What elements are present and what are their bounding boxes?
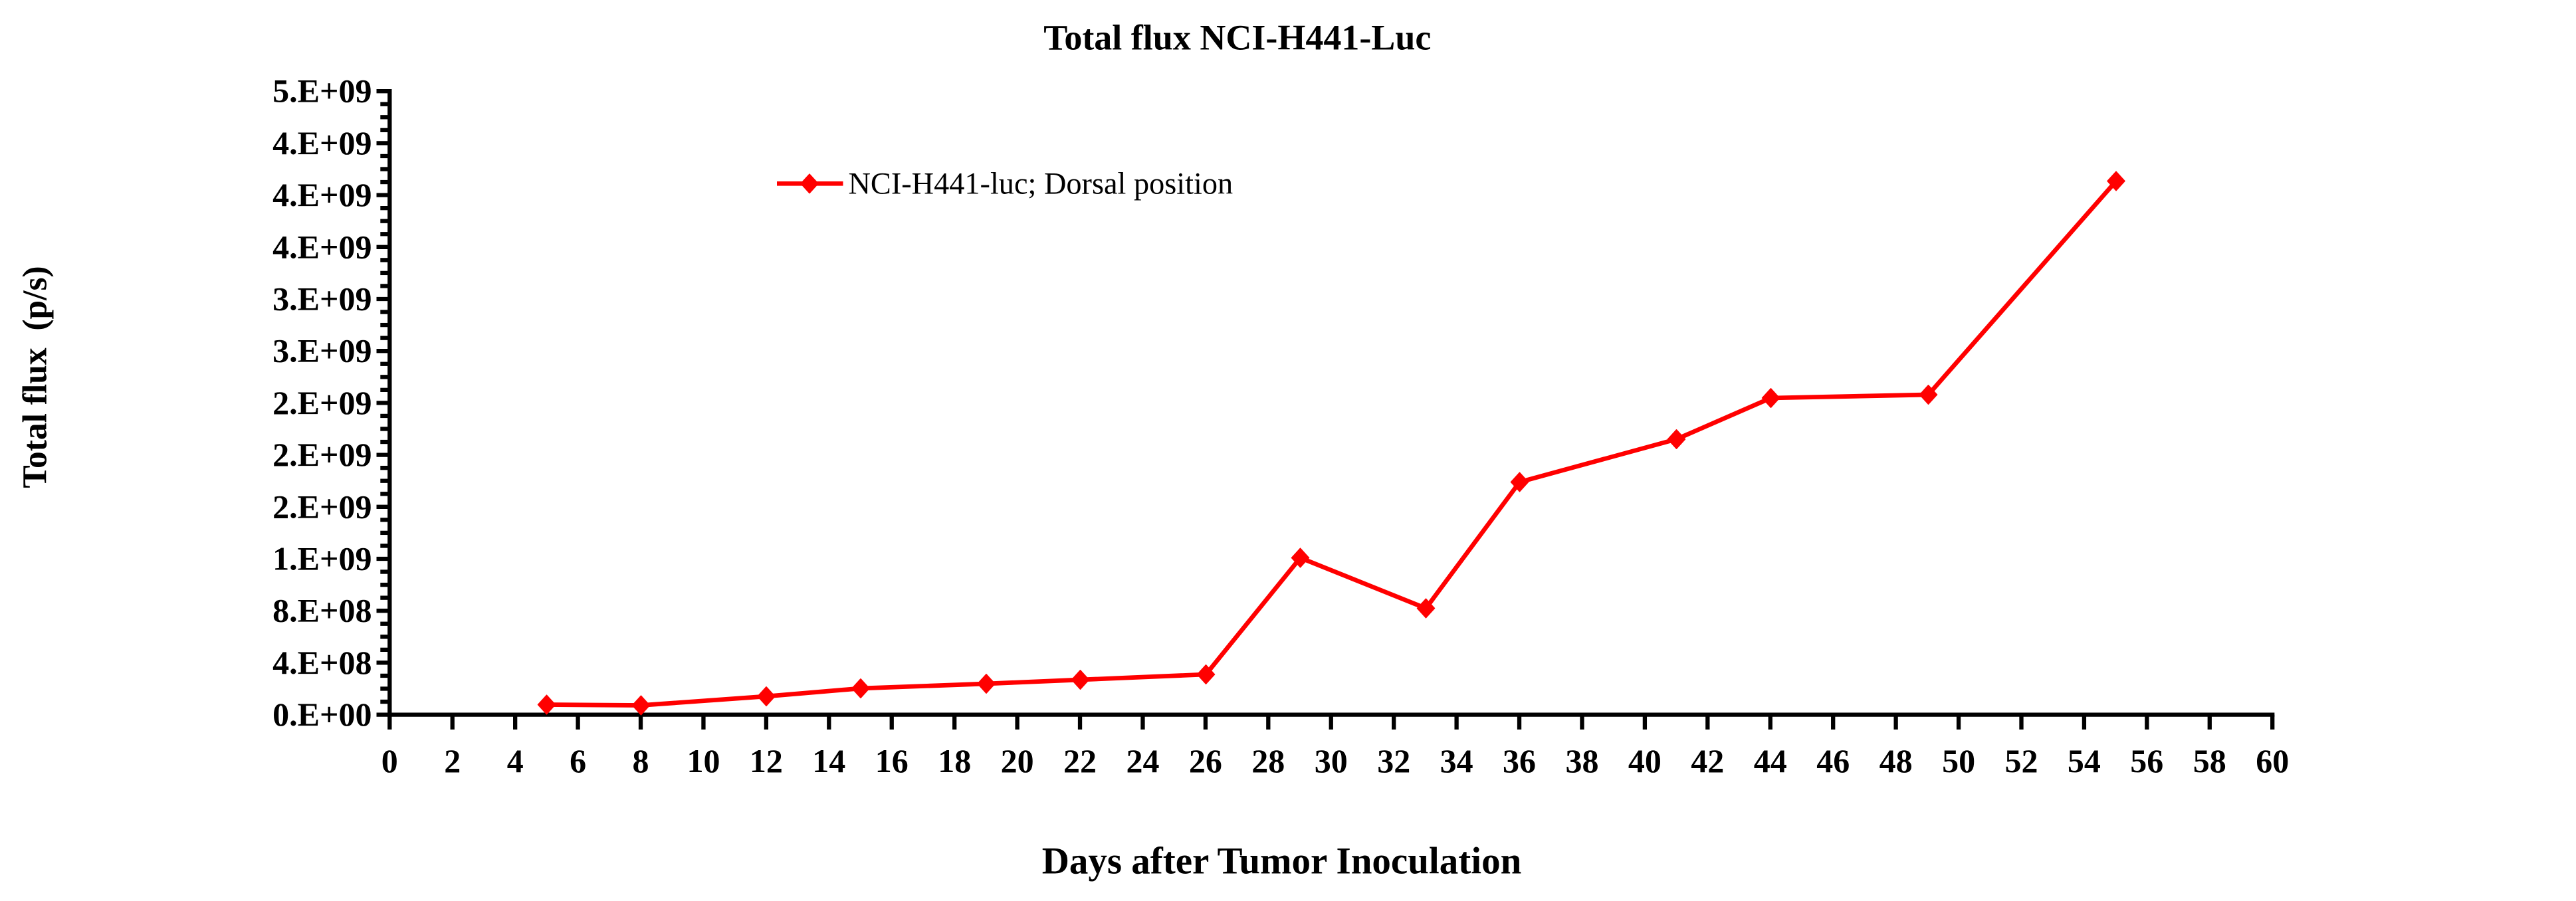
svg-text:32: 32 xyxy=(1377,742,1410,779)
svg-text:0.E+00: 0.E+00 xyxy=(272,696,372,733)
svg-text:28: 28 xyxy=(1251,742,1285,779)
svg-text:3.E+09: 3.E+09 xyxy=(272,332,372,369)
svg-text:58: 58 xyxy=(2193,742,2226,779)
svg-text:38: 38 xyxy=(1566,742,1599,779)
svg-text:48: 48 xyxy=(1879,742,1913,779)
svg-text:22: 22 xyxy=(1063,742,1097,779)
svg-text:1.E+09: 1.E+09 xyxy=(272,540,372,577)
svg-text:60: 60 xyxy=(2256,742,2289,779)
svg-text:44: 44 xyxy=(1754,742,1787,779)
svg-text:18: 18 xyxy=(938,742,971,779)
svg-text:50: 50 xyxy=(1942,742,1975,779)
svg-text:2.E+09: 2.E+09 xyxy=(272,436,372,473)
svg-text:8.E+08: 8.E+08 xyxy=(272,592,372,629)
svg-text:6: 6 xyxy=(570,742,586,779)
svg-text:26: 26 xyxy=(1189,742,1222,779)
svg-text:3.E+09: 3.E+09 xyxy=(272,280,372,318)
svg-text:56: 56 xyxy=(2130,742,2163,779)
svg-text:2: 2 xyxy=(444,742,461,779)
svg-text:10: 10 xyxy=(687,742,720,779)
svg-text:5.E+09: 5.E+09 xyxy=(272,72,372,110)
svg-text:54: 54 xyxy=(2068,742,2101,779)
svg-text:4: 4 xyxy=(507,742,524,779)
svg-text:20: 20 xyxy=(1001,742,1034,779)
svg-text:14: 14 xyxy=(812,742,845,779)
svg-text:16: 16 xyxy=(875,742,909,779)
svg-text:36: 36 xyxy=(1503,742,1536,779)
svg-text:Total flux (p/s): Total flux (p/s) xyxy=(17,266,54,488)
svg-text:30: 30 xyxy=(1315,742,1348,779)
svg-text:34: 34 xyxy=(1440,742,1473,779)
svg-text:4.E+08: 4.E+08 xyxy=(272,644,372,681)
svg-text:Days after Tumor Inoculation: Days after Tumor Inoculation xyxy=(1042,841,1522,882)
svg-text:2.E+09: 2.E+09 xyxy=(272,384,372,421)
svg-text:2.E+09: 2.E+09 xyxy=(272,488,372,525)
svg-text:0: 0 xyxy=(381,742,398,779)
svg-text:40: 40 xyxy=(1628,742,1662,779)
svg-text:NCI-H441-luc; Dorsal position: NCI-H441-luc; Dorsal position xyxy=(849,167,1234,201)
svg-text:52: 52 xyxy=(2005,742,2038,779)
svg-text:4.E+09: 4.E+09 xyxy=(272,176,372,213)
svg-text:Total flux NCI-H441-Luc: Total flux NCI-H441-Luc xyxy=(1043,18,1431,58)
svg-text:46: 46 xyxy=(1816,742,1850,779)
svg-text:12: 12 xyxy=(750,742,783,779)
svg-text:8: 8 xyxy=(633,742,649,779)
svg-text:4.E+09: 4.E+09 xyxy=(272,124,372,161)
svg-text:42: 42 xyxy=(1691,742,1724,779)
svg-text:24: 24 xyxy=(1127,742,1160,779)
svg-text:4.E+09: 4.E+09 xyxy=(272,228,372,265)
